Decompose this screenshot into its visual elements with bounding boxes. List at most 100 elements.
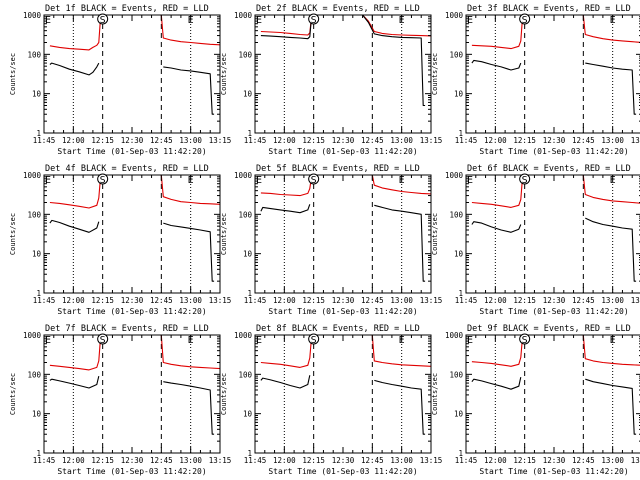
x-axis-label: Start Time (01-Sep-03 11:42:20) <box>479 147 628 156</box>
panel-9: Det 9f BLACK = Events, RED = LLD Counts/s… <box>431 324 640 476</box>
x-tick-label: 12:30 <box>121 456 144 465</box>
marker-circle <box>308 173 320 185</box>
marker-label: E <box>610 175 616 186</box>
panel-title: Det 1f BLACK = Events, RED = LLD <box>45 4 209 14</box>
x-tick-label: 12:00 <box>62 136 85 145</box>
marker-label: E <box>399 15 405 26</box>
y-axis-label: Counts/sec <box>431 373 439 415</box>
events-series-line <box>471 376 637 435</box>
x-tick-label: 13:00 <box>179 136 202 145</box>
x-tick-label: 13:15 <box>420 456 443 465</box>
x-axis-label: Start Time (01-Sep-03 11:42:20) <box>479 307 628 316</box>
x-tick-label: 12:30 <box>332 136 355 145</box>
y-tick-label: 1000 <box>234 171 253 180</box>
marker-circle <box>519 13 531 25</box>
x-tick-label: 13:15 <box>631 296 640 305</box>
panel-8: Det 8f BLACK = Events, RED = LLD Counts/s… <box>220 324 442 476</box>
x-tick-label: 13:00 <box>390 456 413 465</box>
x-tick-label: 11:45 <box>33 456 56 465</box>
x-tick-label: 12:15 <box>91 136 114 145</box>
panel-1: Det 1f BLACK = Events, RED = LLD Counts/s… <box>9 4 231 156</box>
x-tick-label: 12:00 <box>484 296 507 305</box>
y-axis-label: Counts/sec <box>9 373 17 415</box>
x-tick-label: 12:30 <box>543 136 566 145</box>
panel-title: Det 9f BLACK = Events, RED = LLD <box>467 324 631 334</box>
y-axis-label: Counts/sec <box>220 53 228 95</box>
x-tick-label: 12:15 <box>513 296 536 305</box>
x-tick-label: 11:45 <box>244 296 267 305</box>
y-tick-label: 1000 <box>445 331 464 340</box>
marker-circle <box>97 333 109 345</box>
panel-title: Det 4f BLACK = Events, RED = LLD <box>45 164 209 174</box>
y-tick-label: 100 <box>27 50 41 59</box>
y-tick-label: 100 <box>27 210 41 219</box>
marker-label: E <box>467 175 473 186</box>
marker-circle <box>519 173 531 185</box>
x-tick-label: 12:45 <box>150 136 173 145</box>
marker-label: S <box>100 175 106 186</box>
x-tick-label: 12:00 <box>484 456 507 465</box>
x-tick-label: 13:00 <box>601 456 624 465</box>
x-tick-label: 12:45 <box>361 136 384 145</box>
x-tick-label: 13:15 <box>631 456 640 465</box>
x-tick-label: 12:30 <box>543 296 566 305</box>
y-tick-label: 1 <box>458 289 463 298</box>
x-tick-label: 12:15 <box>302 136 325 145</box>
y-tick-label: 1000 <box>234 11 253 20</box>
marker-label: E <box>256 175 262 186</box>
lld-series-line <box>260 334 432 368</box>
marker-label: E <box>467 15 473 26</box>
lld-series-line <box>49 334 221 371</box>
x-tick-label: 13:15 <box>209 136 232 145</box>
plot-frame <box>465 334 640 454</box>
x-axis-label: Start Time (01-Sep-03 11:42:20) <box>268 147 417 156</box>
panel-2: Det 2f BLACK = Events, RED = LLD Counts/s… <box>220 4 442 156</box>
x-tick-label: 11:45 <box>244 136 267 145</box>
marker-label: E <box>610 335 616 346</box>
x-tick-label: 12:45 <box>150 296 173 305</box>
plot-frame <box>254 334 432 454</box>
plot-frame <box>43 14 221 134</box>
x-tick-label: 12:00 <box>62 456 85 465</box>
x-tick-label: 12:45 <box>572 296 595 305</box>
x-tick-label: 13:15 <box>631 136 640 145</box>
x-axis-label: Start Time (01-Sep-03 11:42:20) <box>57 467 206 476</box>
y-tick-label: 1000 <box>23 171 42 180</box>
lld-series-line <box>49 174 221 209</box>
y-tick-label: 10 <box>32 90 42 99</box>
lld-series-line <box>49 14 221 51</box>
x-tick-label: 12:30 <box>543 456 566 465</box>
y-tick-label: 100 <box>238 50 252 59</box>
x-tick-label: 12:15 <box>513 136 536 145</box>
x-tick-label: 13:15 <box>420 296 443 305</box>
x-tick-label: 12:15 <box>302 456 325 465</box>
x-tick-label: 13:00 <box>390 296 413 305</box>
marker-label: E <box>188 175 194 186</box>
y-tick-label: 10 <box>454 250 464 259</box>
y-tick-label: 1 <box>458 449 463 458</box>
x-tick-label: 13:15 <box>209 456 232 465</box>
plot-frame <box>43 174 221 294</box>
lld-series-line <box>260 174 432 197</box>
marker-label: E <box>467 335 473 346</box>
panel-4: Det 4f BLACK = Events, RED = LLD Counts/s… <box>9 164 231 316</box>
events-series-line <box>49 62 215 115</box>
x-tick-label: 12:00 <box>62 296 85 305</box>
panel-title: Det 3f BLACK = Events, RED = LLD <box>467 4 631 14</box>
marker-circle <box>308 13 320 25</box>
marker-label: E <box>45 15 51 26</box>
x-tick-label: 13:15 <box>209 296 232 305</box>
y-tick-label: 10 <box>243 250 253 259</box>
plot-frame <box>43 334 221 454</box>
y-axis-label: Counts/sec <box>9 213 17 255</box>
marker-label: S <box>311 175 317 186</box>
lld-series-line <box>260 14 432 37</box>
panel-title: Det 8f BLACK = Events, RED = LLD <box>256 324 420 334</box>
y-tick-label: 1000 <box>234 331 253 340</box>
x-tick-label: 12:15 <box>302 296 325 305</box>
marker-label: S <box>311 335 317 346</box>
x-axis-label: Start Time (01-Sep-03 11:42:20) <box>57 307 206 316</box>
y-axis-label: Counts/sec <box>220 373 228 415</box>
y-tick-label: 1000 <box>23 11 42 20</box>
